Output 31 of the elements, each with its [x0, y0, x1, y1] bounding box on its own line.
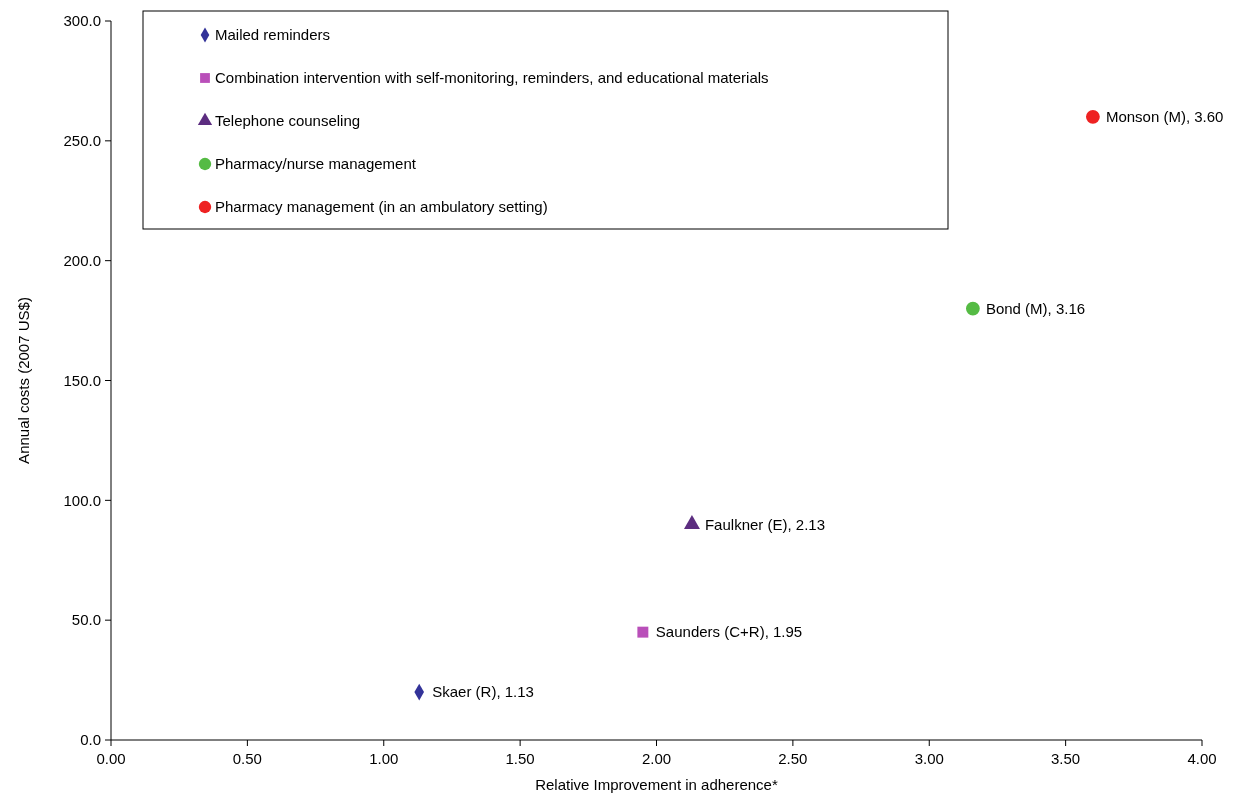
- x-tick-label: 0.00: [96, 750, 126, 767]
- point: [1085, 109, 1100, 124]
- legend-label: Mailed reminders: [215, 26, 331, 44]
- y-tick-label: 300.0: [63, 12, 101, 30]
- x-tick-label: 2.00: [641, 750, 672, 767]
- y-axis-title: Annual costs (2007 US$): [15, 297, 33, 464]
- legend-label: Telephone counseling: [215, 112, 361, 130]
- annotation: Faulkner (E), 2.13: [704, 515, 826, 533]
- y-tick-label: 100.0: [63, 491, 101, 509]
- y-tick-label: 200.0: [63, 251, 101, 269]
- x-tick-label: 3.00: [914, 750, 944, 767]
- point: [637, 626, 649, 638]
- x-tick-label: 1.50: [505, 750, 535, 767]
- y-tick-label: 250.0: [63, 132, 101, 150]
- point: [965, 301, 980, 316]
- legend-label: Pharmacy management (in an ambulatory setting): [215, 198, 548, 216]
- x-tick-label: 2.50: [778, 750, 808, 767]
- x-tick-label: 3.50: [1051, 750, 1081, 767]
- y-tick-label: 150.0: [63, 371, 101, 389]
- y-tick-label: 0.0: [80, 731, 101, 749]
- annotation: Monson (M), 3.60: [1105, 108, 1224, 126]
- legend-label: Pharmacy/nurse management: [215, 155, 417, 173]
- x-axis-title: Relative Improvement in adherence*: [535, 776, 778, 793]
- annotation: Bond (M), 3.16: [985, 299, 1086, 317]
- legend-label: Combination intervention with self-monitoring, reminders, and educational materials: [215, 69, 769, 87]
- x-tick-label: 4.00: [1187, 750, 1217, 767]
- x-tick-label: 1.00: [369, 750, 399, 767]
- y-tick-label: 50.0: [71, 611, 101, 629]
- annotation: Skaer (R), 1.13: [432, 683, 534, 701]
- x-tick-label: 0.50: [232, 750, 262, 767]
- annotation: Saunders (C+R), 1.95: [655, 623, 803, 641]
